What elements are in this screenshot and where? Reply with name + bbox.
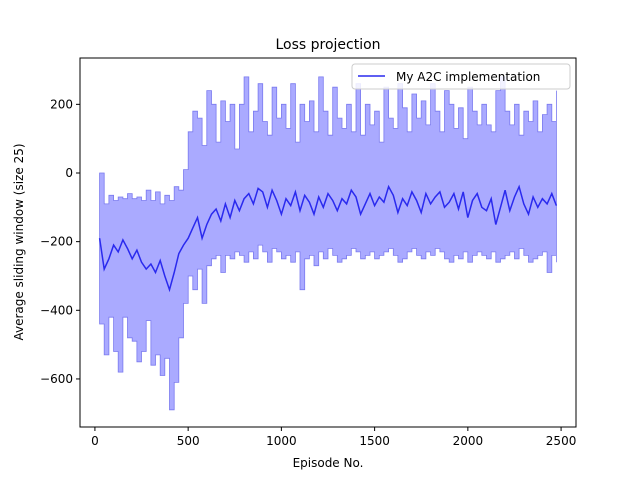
series-band [99,76,557,411]
legend: My A2C implementation [351,63,571,90]
axes-frame [79,57,577,428]
series-line [98,184,558,293]
legend-entry: My A2C implementation [396,70,540,84]
y-axis: −600 −400 −200 0 200 [40,97,80,386]
y-tick-label: −600 [40,372,73,386]
x-tick-label: 1000 [266,434,297,448]
x-axis: 0 500 1000 1500 2000 2500 [91,427,576,448]
chart-title: Loss projection [275,37,380,53]
x-tick-label: 1500 [359,434,390,448]
x-tick-label: 500 [177,434,200,448]
y-tick-label: 200 [50,97,73,111]
y-axis-label: Average sliding window (size 25) [12,143,26,340]
x-tick-label: 2500 [546,434,577,448]
legend-box [351,63,571,90]
x-tick-label: 0 [91,434,99,448]
y-tick-label: 0 [65,166,73,180]
plot-area [98,76,558,411]
y-tick-label: −400 [40,303,73,317]
x-axis-label: Episode No. [293,456,364,470]
x-tick-label: 2000 [453,434,484,448]
y-tick-label: −200 [40,235,73,249]
